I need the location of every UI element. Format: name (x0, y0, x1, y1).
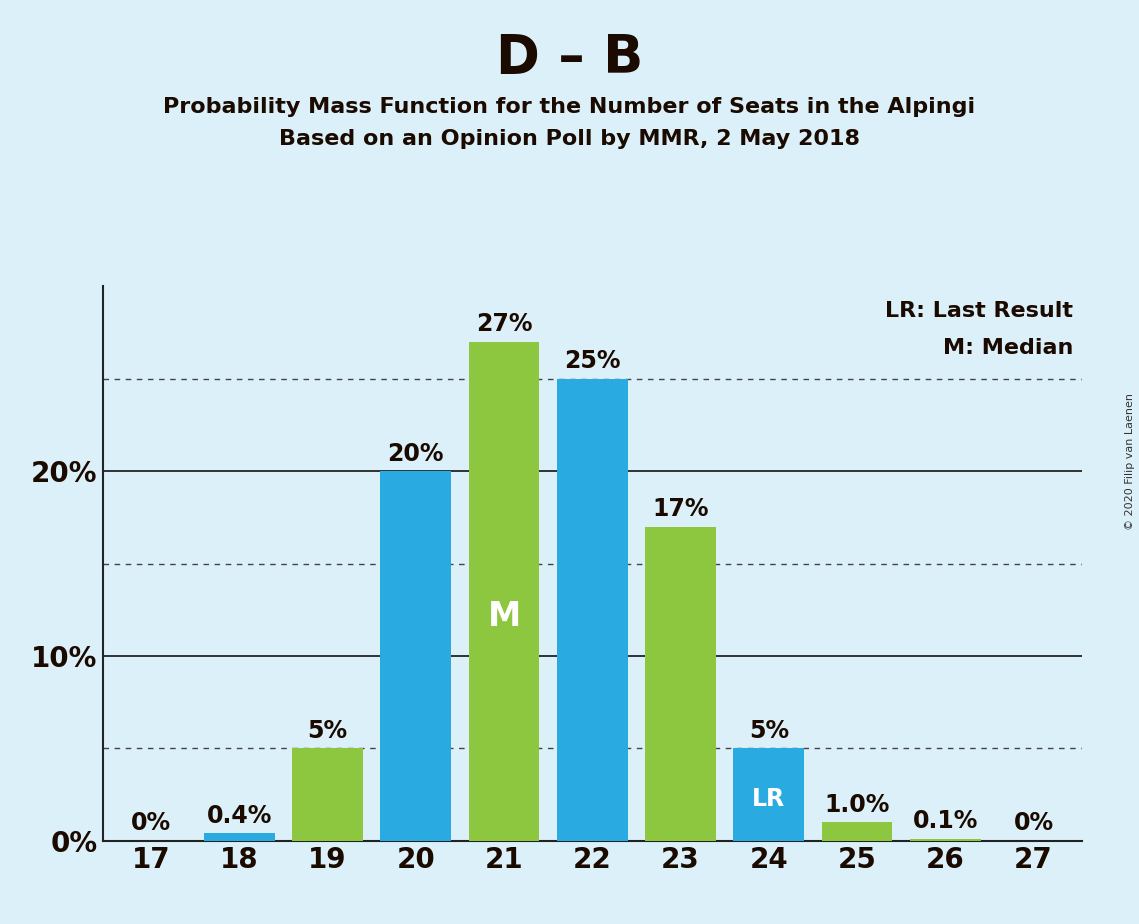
Bar (734, 748, 804, 841)
Text: 5%: 5% (308, 719, 347, 743)
Bar (293, 748, 363, 841)
Text: 25%: 25% (564, 349, 621, 373)
Bar (380, 471, 451, 841)
Text: 5%: 5% (748, 719, 789, 743)
Text: 0.4%: 0.4% (206, 804, 272, 828)
Text: 0%: 0% (1014, 811, 1054, 835)
Text: 20%: 20% (387, 442, 444, 466)
Text: LR: Last Result: LR: Last Result (885, 301, 1073, 322)
Text: 0.1%: 0.1% (912, 809, 978, 833)
Text: 27%: 27% (476, 312, 532, 336)
Text: M: M (487, 600, 521, 633)
Text: © 2020 Filip van Laenen: © 2020 Filip van Laenen (1125, 394, 1134, 530)
Text: M: Median: M: Median (943, 338, 1073, 359)
Text: LR: LR (752, 787, 785, 811)
Text: 0%: 0% (131, 811, 171, 835)
Bar (469, 342, 540, 841)
Text: Based on an Opinion Poll by MMR, 2 May 2018: Based on an Opinion Poll by MMR, 2 May 2… (279, 129, 860, 150)
Bar (204, 833, 274, 841)
Bar (910, 839, 981, 841)
Text: 1.0%: 1.0% (825, 793, 890, 817)
Bar (557, 379, 628, 841)
Bar (821, 822, 892, 841)
Bar (645, 527, 715, 841)
Text: D – B: D – B (495, 32, 644, 84)
Text: 17%: 17% (653, 497, 708, 521)
Text: Probability Mass Function for the Number of Seats in the Alpingi: Probability Mass Function for the Number… (163, 97, 976, 117)
